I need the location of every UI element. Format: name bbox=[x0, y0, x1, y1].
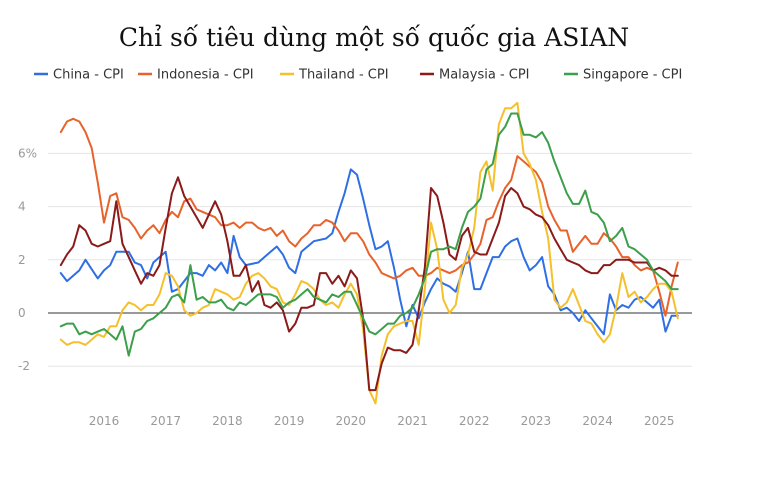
series-line bbox=[59, 176, 679, 392]
chart-title: Chỉ số tiêu dùng một số quốc gia ASIAN bbox=[119, 23, 629, 52]
legend-label: Singapore - CPI bbox=[583, 68, 682, 83]
x-tick-label: 2020 bbox=[336, 414, 367, 428]
legend: China - CPI Indonesia - CPI Thailand - CPI… bbox=[34, 68, 682, 83]
y-tick-label: 6% bbox=[18, 146, 37, 160]
series-line bbox=[59, 112, 679, 357]
x-tick-label: 2018 bbox=[212, 414, 243, 428]
legend-label: China - CPI bbox=[53, 68, 124, 83]
legend-label: Indonesia - CPI bbox=[157, 68, 254, 83]
x-tick-label: 2021 bbox=[397, 414, 428, 428]
gridlines bbox=[48, 152, 692, 367]
x-tick-label: 2016 bbox=[89, 414, 120, 428]
x-tick-label: 2019 bbox=[274, 414, 305, 428]
y-tick-label: -2 bbox=[18, 359, 30, 373]
series-line bbox=[59, 168, 679, 336]
y-tick-label: 4 bbox=[18, 200, 26, 214]
legend-label: Malaysia - CPI bbox=[439, 68, 530, 83]
x-tick-label: 2022 bbox=[459, 414, 490, 428]
x-tick-label: 2025 bbox=[644, 414, 675, 428]
series-line bbox=[59, 117, 679, 317]
x-tick-label: 2017 bbox=[150, 414, 181, 428]
x-axis: 2016 2017 2018 2019 2020 2021 2022 2023 2024 2025 bbox=[89, 414, 675, 428]
x-tick-label: 2024 bbox=[582, 414, 613, 428]
legend-label: Thailand - CPI bbox=[298, 68, 389, 83]
y-tick-label: 2 bbox=[18, 253, 26, 267]
y-tick-label: 0 bbox=[18, 306, 26, 320]
y-axis: 6% 4 2 0 -2 bbox=[18, 146, 37, 373]
x-tick-label: 2023 bbox=[521, 414, 552, 428]
series-layer bbox=[59, 101, 679, 405]
